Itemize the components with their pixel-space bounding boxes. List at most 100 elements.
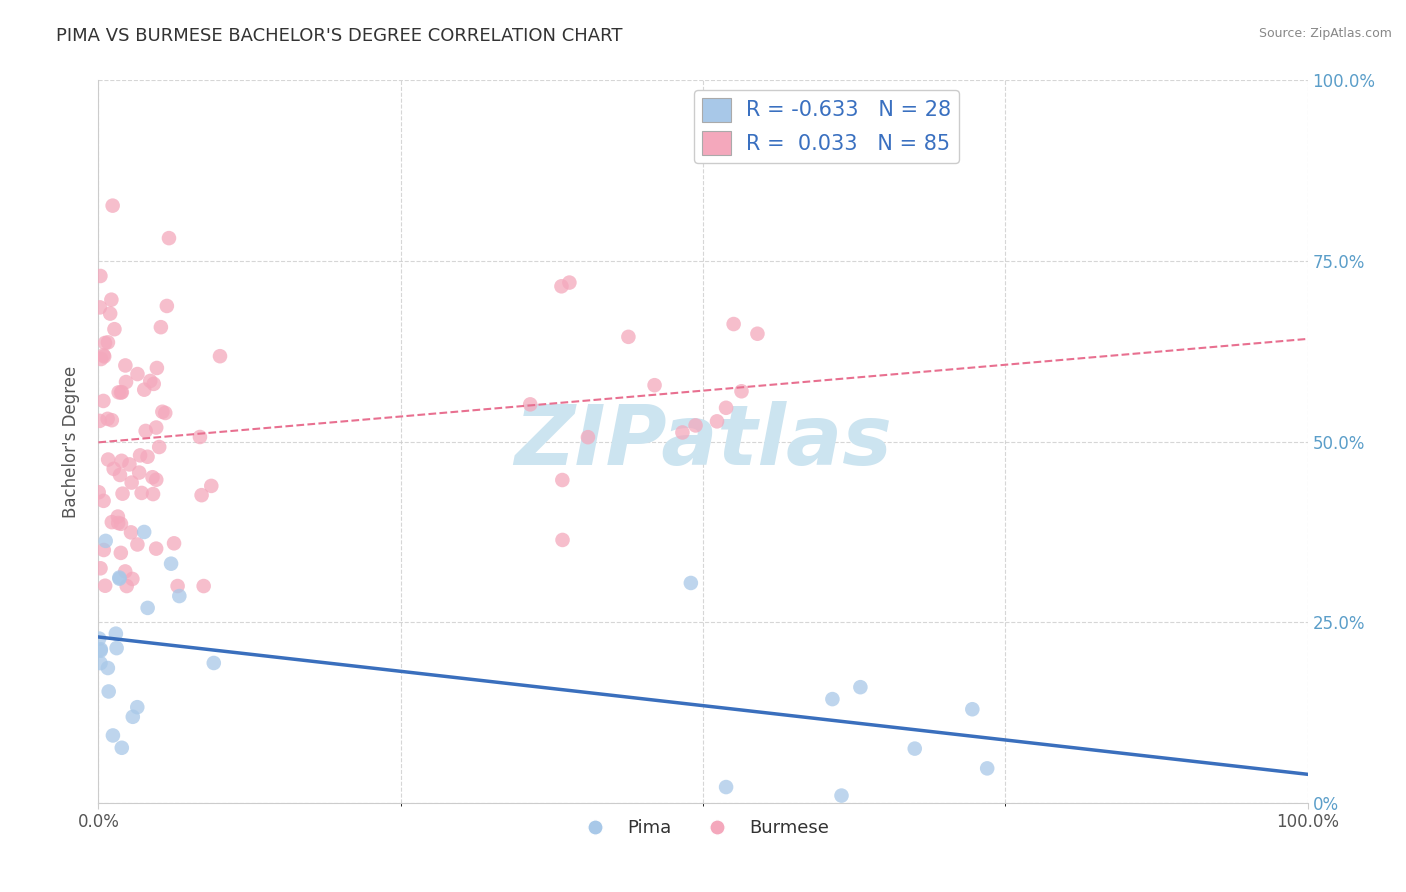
Text: PIMA VS BURMESE BACHELOR'S DEGREE CORRELATION CHART: PIMA VS BURMESE BACHELOR'S DEGREE CORREL…	[56, 27, 623, 45]
Point	[97, 412, 120, 426]
Point	[108, 467, 131, 482]
Point	[148, 440, 170, 454]
Point	[976, 761, 998, 775]
Point	[190, 488, 212, 502]
Point	[145, 541, 167, 556]
Point	[90, 352, 112, 367]
Point	[115, 579, 138, 593]
Point	[107, 385, 129, 400]
Point	[136, 450, 159, 464]
Point	[101, 413, 124, 427]
Point	[108, 570, 131, 584]
Point	[155, 406, 177, 420]
Point	[156, 299, 179, 313]
Point	[111, 740, 134, 755]
Point	[145, 473, 167, 487]
Point	[89, 632, 111, 646]
Point	[706, 414, 728, 428]
Point	[169, 589, 191, 603]
Point	[129, 448, 152, 462]
Point	[110, 385, 132, 400]
Point	[90, 642, 112, 657]
Point	[97, 452, 120, 467]
Point	[107, 516, 129, 530]
Point	[121, 710, 143, 724]
Point	[849, 680, 872, 694]
Point	[149, 320, 172, 334]
Point	[94, 336, 117, 351]
Point	[110, 516, 132, 531]
Point	[110, 546, 132, 560]
Point	[93, 348, 115, 362]
Point	[714, 780, 737, 794]
Point	[104, 626, 127, 640]
Point	[93, 493, 115, 508]
Point	[89, 301, 111, 315]
Point	[111, 385, 134, 400]
Point	[101, 515, 124, 529]
Point	[100, 293, 122, 307]
Point	[139, 374, 162, 388]
Point	[94, 579, 117, 593]
Point	[89, 268, 111, 283]
Point	[136, 601, 159, 615]
Point	[89, 561, 111, 575]
Point	[101, 199, 124, 213]
Point	[93, 543, 115, 558]
Y-axis label: Bachelor's Degree: Bachelor's Degree	[62, 366, 80, 517]
Point	[617, 330, 640, 344]
Point	[121, 475, 143, 490]
Point	[131, 486, 153, 500]
Point	[551, 533, 574, 547]
Point	[208, 349, 231, 363]
Point	[551, 473, 574, 487]
Point	[723, 317, 745, 331]
Point	[118, 458, 141, 472]
Point	[679, 576, 702, 591]
Point	[110, 454, 132, 468]
Text: ZIPatlas: ZIPatlas	[515, 401, 891, 482]
Point	[831, 789, 853, 803]
Point	[103, 322, 125, 336]
Point	[128, 466, 150, 480]
Point	[97, 335, 120, 350]
Point	[98, 307, 121, 321]
Point	[142, 487, 165, 501]
Point	[114, 359, 136, 373]
Point	[519, 397, 541, 411]
Point	[89, 656, 111, 670]
Point	[135, 424, 157, 438]
Point	[111, 486, 134, 500]
Point	[134, 383, 156, 397]
Point	[747, 326, 769, 341]
Point	[121, 572, 143, 586]
Point	[163, 536, 186, 550]
Point	[90, 644, 112, 658]
Point	[107, 509, 129, 524]
Point	[115, 375, 138, 389]
Point	[188, 430, 211, 444]
Point	[671, 425, 693, 440]
Point	[962, 702, 984, 716]
Point	[97, 684, 120, 698]
Point	[576, 430, 599, 444]
Point	[127, 537, 149, 551]
Point	[105, 641, 128, 656]
Point	[127, 367, 149, 381]
Point	[558, 276, 581, 290]
Point	[97, 661, 120, 675]
Point	[685, 418, 707, 433]
Point	[157, 231, 180, 245]
Point	[550, 279, 572, 293]
Point	[134, 524, 156, 539]
Point	[150, 405, 173, 419]
Point	[193, 579, 215, 593]
Point	[94, 533, 117, 548]
Point	[145, 420, 167, 434]
Point	[142, 376, 165, 391]
Point	[87, 485, 110, 500]
Point	[127, 700, 149, 714]
Point	[146, 361, 169, 376]
Legend: Pima, Burmese: Pima, Burmese	[569, 812, 837, 845]
Point	[93, 350, 115, 364]
